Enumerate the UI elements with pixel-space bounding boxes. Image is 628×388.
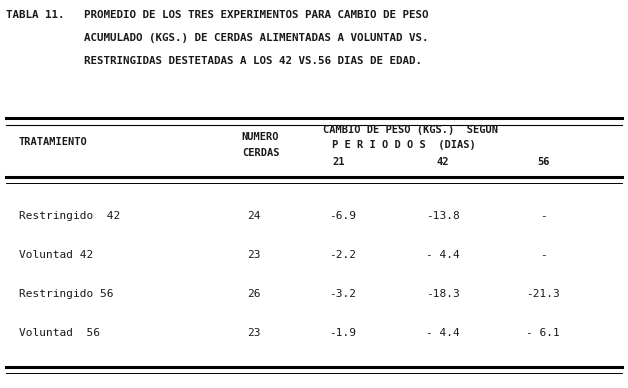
Text: -: - (540, 211, 546, 222)
Text: -18.3: -18.3 (426, 289, 460, 299)
Text: 21: 21 (333, 157, 345, 167)
Text: Voluntad 42: Voluntad 42 (19, 250, 93, 260)
Text: 23: 23 (247, 250, 261, 260)
Text: -: - (540, 250, 546, 260)
Text: 56: 56 (537, 157, 550, 167)
Text: - 4.4: - 4.4 (426, 328, 460, 338)
Text: P E R I O D O S  (DIAS): P E R I O D O S (DIAS) (332, 140, 475, 151)
Text: NUMERO: NUMERO (242, 132, 279, 142)
Text: -21.3: -21.3 (526, 289, 560, 299)
Text: -3.2: -3.2 (329, 289, 355, 299)
Text: -13.8: -13.8 (426, 211, 460, 222)
Text: Restringido  42: Restringido 42 (19, 211, 120, 222)
Text: - 4.4: - 4.4 (426, 250, 460, 260)
Text: TABLA 11.   PROMEDIO DE LOS TRES EXPERIMENTOS PARA CAMBIO DE PESO: TABLA 11. PROMEDIO DE LOS TRES EXPERIMEN… (6, 10, 429, 20)
Text: 24: 24 (247, 211, 261, 222)
Text: -1.9: -1.9 (329, 328, 355, 338)
Text: - 6.1: - 6.1 (526, 328, 560, 338)
Text: Voluntad  56: Voluntad 56 (19, 328, 100, 338)
Text: ACUMULADO (KGS.) DE CERDAS ALIMENTADAS A VOLUNTAD VS.: ACUMULADO (KGS.) DE CERDAS ALIMENTADAS A… (6, 33, 429, 43)
Text: 23: 23 (247, 328, 261, 338)
Text: 42: 42 (436, 157, 449, 167)
Text: 26: 26 (247, 289, 261, 299)
Text: -6.9: -6.9 (329, 211, 355, 222)
Text: RESTRINGIDAS DESTETADAS A LOS 42 VS.56 DIAS DE EDAD.: RESTRINGIDAS DESTETADAS A LOS 42 VS.56 D… (6, 56, 422, 66)
Text: CERDAS: CERDAS (242, 148, 279, 158)
Text: CAMBIO DE PESO (KGS.)  SEGUN: CAMBIO DE PESO (KGS.) SEGUN (323, 125, 499, 135)
Text: -2.2: -2.2 (329, 250, 355, 260)
Text: TRATAMIENTO: TRATAMIENTO (19, 137, 87, 147)
Text: Restringido 56: Restringido 56 (19, 289, 113, 299)
